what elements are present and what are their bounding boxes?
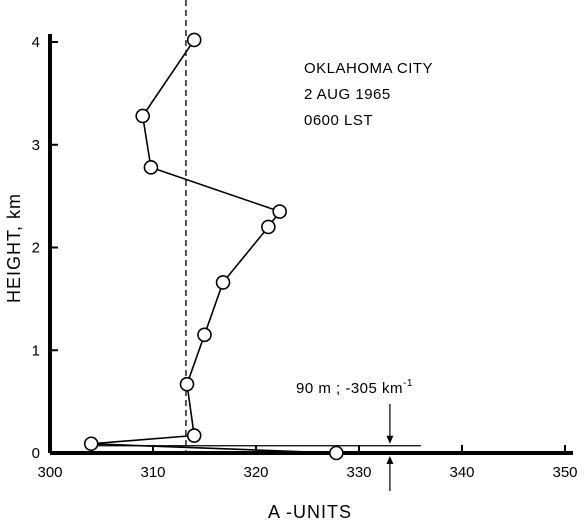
annotation-main-text: 90 m ; -305 km	[296, 380, 403, 397]
data-point-10	[330, 447, 343, 460]
data-point-6	[198, 328, 211, 341]
data-point-5	[217, 276, 230, 289]
y-axis-label: HEIGHT, km	[4, 193, 24, 303]
data-point-0	[188, 33, 201, 46]
data-point-8	[188, 429, 201, 442]
data-point-1	[136, 109, 149, 122]
y-tick-label-3: 3	[32, 137, 40, 154]
data-point-3	[273, 205, 286, 218]
x-axis-label: A -UNITS	[268, 502, 352, 522]
data-point-9	[85, 437, 98, 450]
x-tick-label-310: 310	[140, 464, 165, 481]
x-tick-label-300: 300	[37, 464, 62, 481]
title-line-2: 2 AUG 1965	[304, 86, 391, 103]
data-point-4	[262, 220, 275, 233]
x-tick-label-330: 330	[346, 464, 371, 481]
y-tick-label-0: 0	[32, 445, 40, 462]
x-tick-label-350: 350	[552, 464, 577, 481]
y-tick-label-4: 4	[32, 34, 40, 51]
arrow-up-head	[386, 456, 393, 464]
title-line-3: 0600 LST	[304, 112, 373, 129]
annotation-superscript: -1	[403, 378, 413, 389]
y-tick-label-2: 2	[32, 240, 40, 257]
y-tick-label-1: 1	[32, 342, 40, 359]
x-tick-label-340: 340	[449, 464, 474, 481]
annotation-label: 90 m ; -305 km-1	[296, 378, 413, 397]
arrow-down-head	[386, 436, 393, 444]
title-line-1: OKLAHOMA CITY	[304, 60, 433, 77]
data-point-2	[144, 161, 157, 174]
x-tick-label-320: 320	[243, 464, 268, 481]
data-point-7	[180, 378, 193, 391]
